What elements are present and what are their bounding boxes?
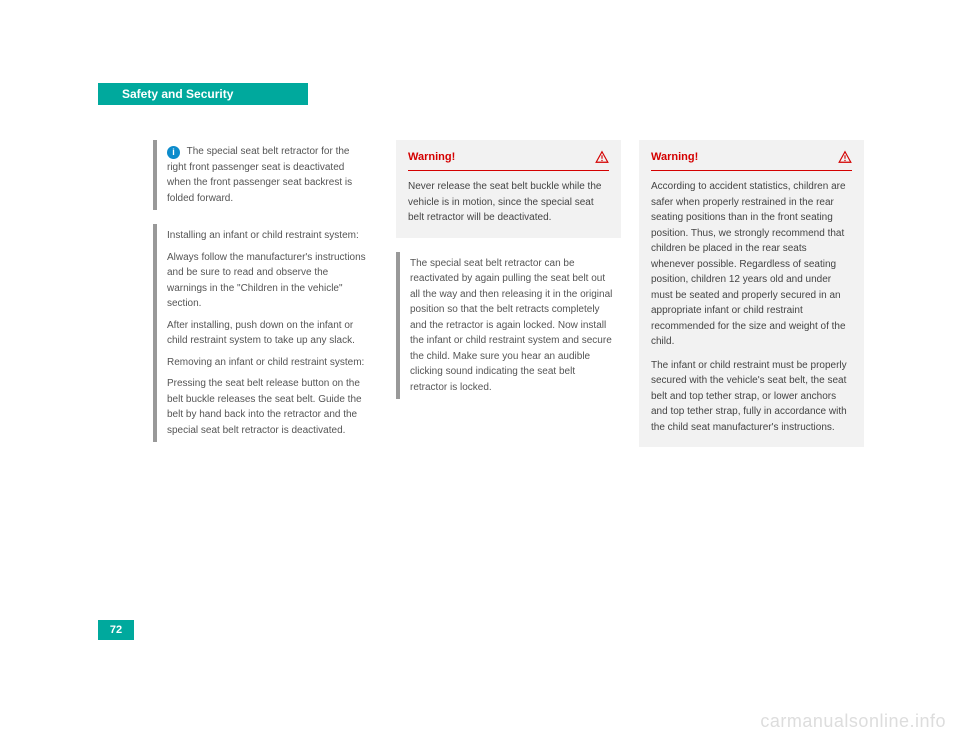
warning-title: Warning! xyxy=(651,151,698,163)
warning-header: Warning! xyxy=(408,150,609,171)
section-header-label: Safety and Security xyxy=(122,87,233,101)
warning-header: Warning! xyxy=(651,150,852,171)
page-number-text: 72 xyxy=(110,624,122,636)
body-text: Installing an infant or child restraint … xyxy=(167,228,370,244)
body-text: Pressing the seat belt release button on… xyxy=(167,376,370,438)
warning-text: Never release the seat belt buckle while… xyxy=(408,179,609,226)
column-1: i The special seat belt retractor for th… xyxy=(153,140,378,447)
page-number-badge: 72 xyxy=(98,620,134,640)
body-text: After installing, push down on the infan… xyxy=(167,318,370,349)
info-text: The special seat belt retractor for the … xyxy=(167,146,352,204)
column-3: Warning! According to accident statistic… xyxy=(639,140,864,447)
content-columns: i The special seat belt retractor for th… xyxy=(153,140,873,447)
warning-title: Warning! xyxy=(408,151,455,163)
warning-text: According to accident statistics, childr… xyxy=(651,179,852,350)
warning-triangle-icon xyxy=(838,150,852,164)
info-paragraph: i The special seat belt retractor for th… xyxy=(167,144,370,206)
watermark-text: carmanualsonline.info xyxy=(760,711,946,732)
warning-box: Warning! Never release the seat belt buc… xyxy=(396,140,621,238)
body-text: Removing an infant or child restraint sy… xyxy=(167,355,370,371)
column-2: Warning! Never release the seat belt buc… xyxy=(396,140,621,447)
info-block: The special seat belt retractor can be r… xyxy=(396,252,621,400)
warning-triangle-icon xyxy=(595,150,609,164)
body-text: The special seat belt retractor can be r… xyxy=(410,256,613,396)
warning-body: Never release the seat belt buckle while… xyxy=(408,179,609,226)
info-block: Installing an infant or child restraint … xyxy=(153,224,378,442)
warning-body: According to accident statistics, childr… xyxy=(651,179,852,435)
warning-text: The infant or child restraint must be pr… xyxy=(651,358,852,436)
warning-box: Warning! According to accident statistic… xyxy=(639,140,864,447)
info-block: i The special seat belt retractor for th… xyxy=(153,140,378,210)
info-icon: i xyxy=(167,146,180,159)
body-text: Always follow the manufacturer's instruc… xyxy=(167,250,370,312)
section-header-tab: Safety and Security xyxy=(98,83,308,105)
manual-page: Safety and Security i The special seat b… xyxy=(98,50,888,690)
